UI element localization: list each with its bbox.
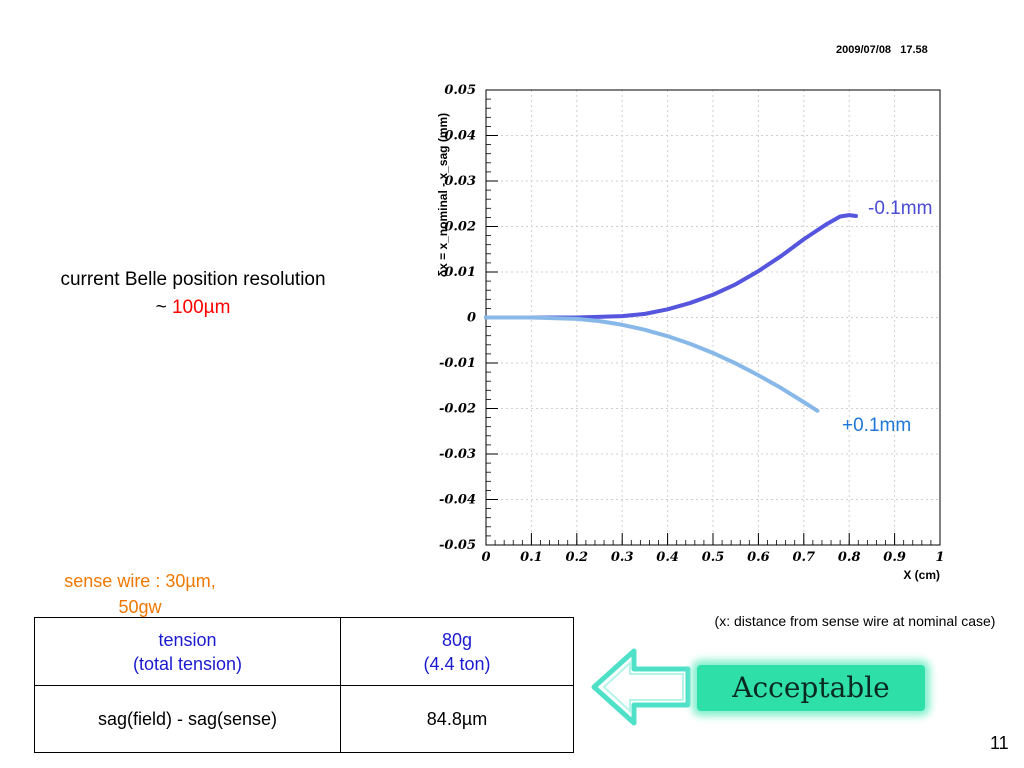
y-tick-label: 0.05: [444, 83, 476, 98]
series-label-plus: +0.1mm: [842, 415, 911, 436]
y-tick-label: 0.02: [444, 220, 476, 235]
resolution-value: 100µm: [171, 297, 231, 318]
tension-label: tension: [158, 629, 217, 650]
x-axis-label: X (cm): [903, 568, 940, 582]
sense-wire-line2: 50gw: [118, 597, 162, 617]
sag-value-cell: 84.8µm: [340, 685, 574, 753]
chart-grid: [486, 90, 940, 545]
y-tick-label: 0.04: [444, 129, 476, 144]
y-tick-label: 0.01: [444, 265, 476, 280]
series-label-minus: -0.1mm: [868, 198, 932, 219]
y-tick-label: -0.05: [439, 538, 476, 553]
y-axis-label: δx = x_nominal - x_sag (mm): [436, 113, 450, 277]
x-tick-label: 0.3: [611, 550, 634, 565]
sense-wire-note: sense wire : 30µm, 50gw: [30, 568, 250, 620]
acceptable-badge: Acceptable: [697, 665, 925, 711]
x-caption: (x: distance from sense wire at nominal …: [714, 613, 996, 629]
x-tick-label: 0: [481, 550, 490, 565]
resolution-note: current Belle position resolution ~ 100µ…: [18, 266, 368, 322]
tension-sublabel: (total tension): [132, 653, 243, 674]
y-tick-label: -0.03: [439, 447, 476, 462]
page-number: 11: [990, 733, 1009, 753]
y-tick-label: -0.01: [439, 356, 476, 371]
table-row: tension (total tension) 80g (4.4 ton): [34, 617, 574, 686]
x-tick-label: 0.4: [656, 550, 679, 565]
x-tick-label: 0.5: [702, 550, 725, 565]
tension-value-cell: 80g (4.4 ton): [340, 617, 574, 686]
x-tick-labels: 0 0.1 0.2 0.3 0.4 0.5 0.6 0.7 0.8 0.9 1: [481, 550, 944, 565]
sense-wire-line1: sense wire : 30µm,: [64, 571, 216, 591]
series-line-1: [484, 315, 820, 413]
y-tick-labels: 0.05 0.04 0.03 0.02 0.01 0 -0.01 -0.02 -0.03 -0.0…: [439, 83, 476, 553]
x-tick-label: 0.1: [520, 550, 543, 565]
timestamp: 2009/07/08 17.58: [836, 44, 928, 56]
y-tick-label: -0.04: [439, 493, 476, 508]
tension-label-cell: tension (total tension): [34, 617, 341, 686]
y-tick-label: 0.03: [444, 174, 476, 189]
x-tick-label: 0.9: [883, 550, 906, 565]
y-tick-label: -0.02: [439, 402, 476, 417]
series-line-0: [484, 213, 859, 320]
chart-series: [484, 213, 859, 413]
resolution-text: current Belle position resolution: [60, 269, 326, 290]
x-tick-label: 0.6: [747, 550, 770, 565]
tension-value: 80g: [441, 629, 473, 650]
y-tick-label: 0: [467, 311, 476, 326]
chart-ticks: [485, 89, 941, 546]
sag-chart: 0.05 0.04 0.03 0.02 0.01 0 -0.01 -0.02 -0.03 -0.0…: [436, 83, 945, 582]
approx-sign: ~: [155, 297, 172, 318]
left-arrow-icon: [591, 648, 691, 726]
table-row: sag(field) - sag(sense) 84.8µm: [34, 685, 574, 753]
x-tick-label: 0.2: [565, 550, 588, 565]
spec-table: tension (total tension) 80g (4.4 ton) sa…: [34, 617, 574, 753]
x-tick-label: 0.7: [792, 550, 815, 565]
tension-total: (4.4 ton): [423, 653, 491, 674]
sag-label-cell: sag(field) - sag(sense): [34, 685, 341, 753]
x-tick-label: 1: [935, 550, 944, 565]
x-tick-label: 0.8: [838, 550, 861, 565]
